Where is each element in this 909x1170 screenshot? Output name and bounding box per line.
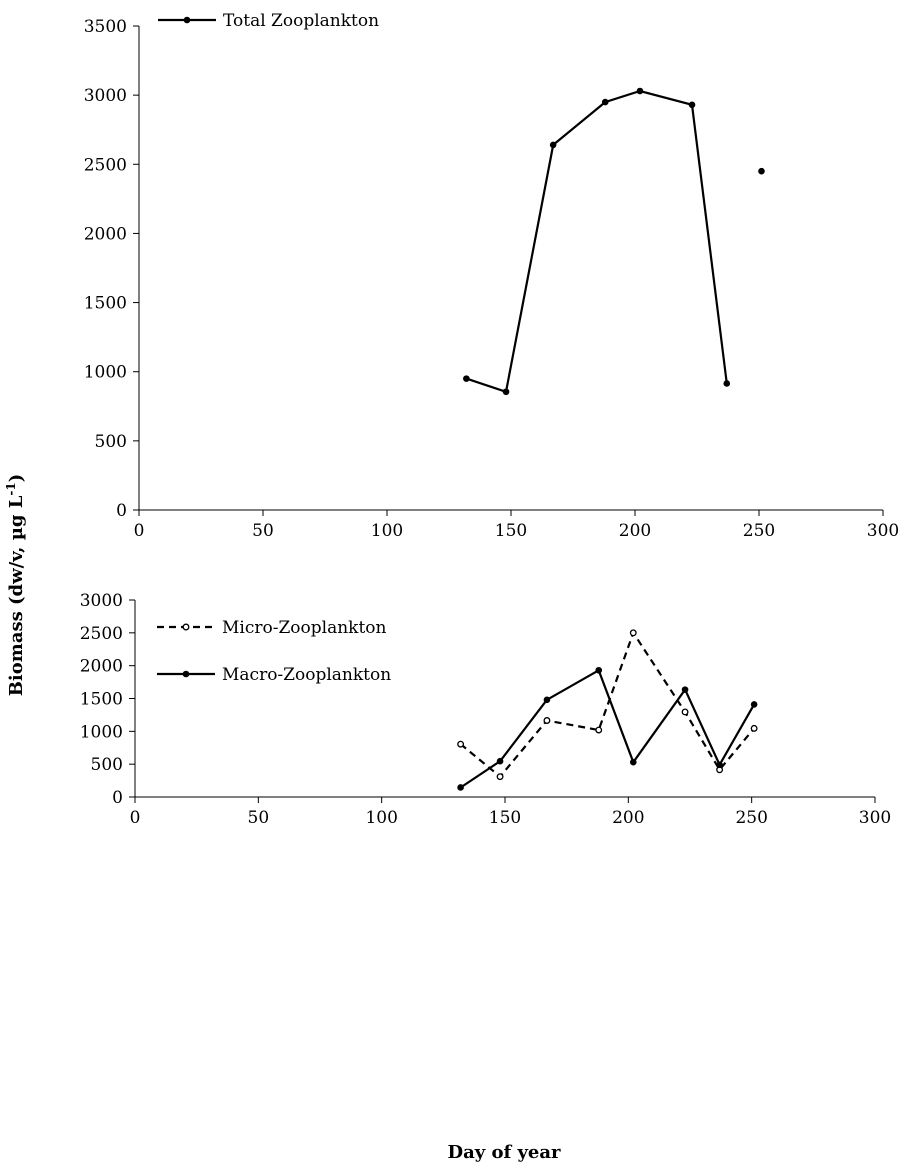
x-tick-label: 150 <box>489 808 521 828</box>
total-zooplankton-point <box>463 375 470 382</box>
y-axis-title: Biomass (dw/v, µg L-1) <box>4 474 27 697</box>
y-tick-label: 0 <box>116 501 127 521</box>
micro-zooplankton-point <box>681 708 689 716</box>
y-tick-label: 3000 <box>84 86 127 106</box>
y-tick-label: 2000 <box>80 657 123 677</box>
y-tick-label: 1500 <box>84 294 127 314</box>
micro-zooplankton-point <box>595 726 603 734</box>
macro-zooplankton-point <box>681 686 689 693</box>
y-tick-label: 3000 <box>80 591 123 611</box>
y-tick-label: 1000 <box>84 363 127 383</box>
total-zooplankton-point <box>723 380 731 387</box>
macro-zooplankton-point <box>629 758 637 766</box>
x-tick-label: 200 <box>619 521 651 541</box>
y-tick-label: 500 <box>91 755 123 775</box>
macro-zooplankton-line <box>459 668 756 789</box>
macro-zooplankton-point <box>716 761 723 769</box>
total-zooplankton-point <box>549 141 557 149</box>
y-tick-label: 0 <box>112 788 123 808</box>
legend-label: Total Zooplankton <box>223 11 379 31</box>
micro-zooplankton-point <box>750 724 758 732</box>
legend-swatch-marker <box>182 670 190 678</box>
y-tick-label: 3500 <box>84 17 127 37</box>
legend-item-macro-zooplankton: Macro-Zooplankton <box>157 665 391 685</box>
x-tick-label: 200 <box>612 808 644 828</box>
total-zooplankton-point <box>688 101 696 109</box>
y-tick-label: 1000 <box>80 722 123 742</box>
macro-zooplankton-point <box>457 784 464 791</box>
x-tick-label: 50 <box>248 808 270 828</box>
macro-zooplankton-point <box>595 666 603 674</box>
x-tick-label: 100 <box>365 808 397 828</box>
x-tick-label: 250 <box>735 808 767 828</box>
total-zooplankton-chart: 0 500 1000 1500 2000 2500 3000 3500 0 50 100 150 200… <box>84 11 899 541</box>
x-tick-label: 0 <box>130 808 141 828</box>
macro-zooplankton-series <box>457 666 758 791</box>
x-tick-label: 150 <box>495 521 527 541</box>
macro-zooplankton-point <box>496 757 504 765</box>
y-tick-label: 500 <box>95 432 127 452</box>
x-tick-label: 100 <box>371 521 403 541</box>
total-zooplankton-point <box>758 167 765 175</box>
total-zooplankton-line <box>466 89 728 394</box>
micro-zooplankton-line <box>459 630 755 779</box>
total-zooplankton-point <box>601 98 609 106</box>
total-zooplankton-series <box>463 87 765 396</box>
total-zooplankton-point <box>502 388 510 396</box>
y-tick-label: 1500 <box>80 690 123 710</box>
micro-zooplankton-point <box>543 717 551 724</box>
x-tick-label: 300 <box>859 808 891 828</box>
total-zooplankton-point <box>636 87 644 95</box>
legend-item-micro-zooplankton: Micro-Zooplankton <box>157 618 387 638</box>
micro-macro-zooplankton-chart: 0 500 1000 1500 2000 2500 3000 0 50 100 150 200 250 3… <box>80 591 891 828</box>
macro-zooplankton-point <box>750 701 758 708</box>
x-tick-label: 50 <box>252 521 274 541</box>
x-tick-label: 250 <box>743 521 775 541</box>
y-tick-label: 2500 <box>80 624 123 644</box>
y-tick-label: 2500 <box>84 155 127 175</box>
legend-label: Macro-Zooplankton <box>222 665 391 685</box>
x-axis-title: Day of year <box>447 1142 561 1163</box>
micro-zooplankton-point <box>496 773 504 781</box>
legend-item-total-zooplankton: Total Zooplankton <box>158 11 379 31</box>
micro-zooplankton-point <box>629 629 637 637</box>
x-tick-label: 300 <box>867 521 899 541</box>
micro-zooplankton-series <box>457 629 758 781</box>
legend-swatch-marker <box>182 623 190 631</box>
x-tick-label: 0 <box>134 521 145 541</box>
micro-zooplankton-point <box>457 740 465 748</box>
y-tick-label: 2000 <box>84 224 127 244</box>
legend-label: Micro-Zooplankton <box>222 618 387 638</box>
legend-swatch-marker <box>183 16 191 24</box>
macro-zooplankton-point <box>543 696 551 704</box>
